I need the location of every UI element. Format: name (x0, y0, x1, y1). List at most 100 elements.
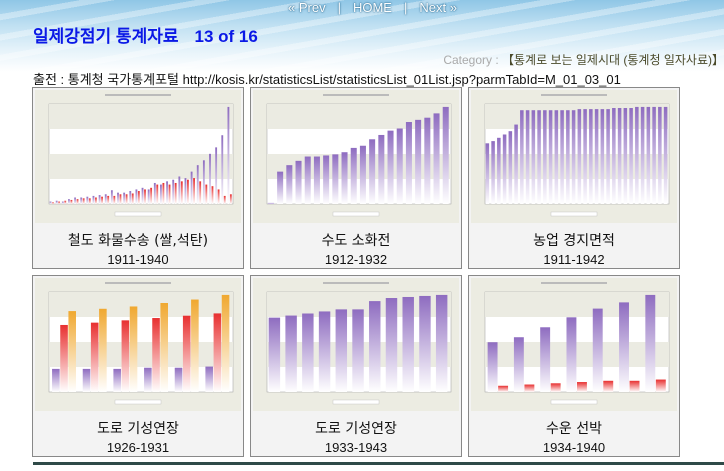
thumbnail-bar (213, 313, 222, 392)
thumbnail-bar (323, 155, 330, 204)
thumbnail-bar (182, 315, 191, 392)
thumbnail-bar (121, 320, 130, 392)
thumbnail-bar (497, 137, 501, 204)
thumbnail-bar (68, 199, 70, 204)
thumbnail-bar (80, 197, 83, 204)
thumbnail-bar (603, 380, 614, 392)
thumbnail-bar (113, 195, 116, 204)
card-title: 철도 화물수송 (쌀,석탄) (67, 233, 209, 249)
thumbnail-bar (131, 193, 134, 204)
thumbnail-bar (655, 379, 666, 392)
thumbnail-bar (205, 366, 213, 392)
thumbnail-bar (442, 106, 449, 204)
thumbnail-bar (332, 154, 339, 204)
thumbnail-bar (487, 342, 498, 392)
thumbnail-bar (209, 153, 211, 204)
next-link[interactable]: Next » (419, 0, 457, 15)
card-title: 수도 소화전 (321, 233, 391, 249)
chart-thumbnail[interactable] (35, 278, 241, 411)
thumbnail-bar (433, 113, 440, 204)
card-years: 1926-1931 (106, 440, 170, 455)
thumbnail-bar (110, 190, 113, 204)
thumbnail-bar (359, 145, 366, 204)
thumbnail-bar (101, 196, 103, 204)
chart-thumbnail[interactable] (253, 278, 459, 411)
thumbnail-bar (125, 194, 128, 204)
gallery-card[interactable]: 수도 소화전 1912-1932 (250, 87, 462, 269)
thumbnail-bar (98, 195, 101, 204)
thumbnail-bar (560, 110, 564, 204)
thumbnail-bar (629, 108, 633, 204)
gallery-card[interactable]: 도로 기성연장 1926-1931 (32, 275, 244, 457)
thumbnail-bar (277, 171, 284, 204)
thumbnail-bar (658, 106, 662, 204)
thumbnail-bar (402, 296, 414, 392)
thumbnail-bar (498, 385, 509, 392)
gallery-card[interactable]: 수운 선박 1934-1940 (468, 275, 680, 457)
gallery-card[interactable]: 철도 화물수송 (쌀,석탄) 1911-1940 (32, 87, 244, 269)
separator: | (337, 0, 341, 15)
source-line: 출전 : 통계청 국가통계포털 http://kosis.kr/statisti… (33, 72, 621, 87)
thumbnail-bar (640, 106, 645, 204)
thumbnail-bar (61, 201, 64, 204)
thumbnail-bar (304, 156, 311, 204)
thumbnail-bar (180, 181, 183, 204)
chart-thumbnail[interactable] (471, 90, 677, 223)
thumbnail-bar (187, 179, 189, 204)
separator: | (403, 0, 408, 15)
thumbnail-bar (95, 197, 97, 204)
home-link[interactable]: HOME (352, 0, 392, 15)
thumbnail-bar (623, 108, 628, 204)
card-title: 수운 선박 (546, 421, 602, 437)
thumbnail-bar (174, 367, 183, 392)
thumbnail-bar (335, 309, 348, 392)
thumbnail-bar (405, 122, 412, 204)
thumbnail-bar (191, 299, 199, 392)
thumbnail-bar (221, 294, 230, 392)
card-years: 1912-1932 (324, 252, 388, 267)
thumbnail-bar (104, 194, 107, 204)
thumbnail-bar (491, 141, 495, 204)
thumbnail-bar (514, 124, 518, 204)
thumbnail-bar (369, 139, 376, 204)
thumbnail-bar (141, 187, 144, 204)
gallery-card[interactable]: 농업 경지면적 1911-1942 (468, 87, 680, 269)
thumbnail-bar (369, 301, 381, 392)
thumbnail-bar (99, 308, 107, 392)
thumbnail-bar (285, 315, 297, 392)
thumbnail-bar (583, 109, 587, 204)
thumbnail-bar (60, 324, 68, 392)
thumbnail-bar (652, 106, 656, 204)
thumbnail-bar (196, 165, 199, 204)
card-title: 농업 경지면적 (533, 233, 615, 249)
thumbnail-bar (166, 181, 168, 204)
thumbnail-bar (205, 184, 208, 204)
thumbnail-bar (424, 117, 431, 204)
thumbnail-bar (531, 110, 536, 204)
chart-thumbnail[interactable] (471, 278, 677, 411)
thumbnail-bar (520, 110, 524, 204)
thumbnail-bar (577, 382, 587, 392)
thumbnail-bar (137, 191, 140, 204)
chart-thumbnail[interactable] (253, 90, 459, 223)
thumbnail-bar (566, 110, 570, 204)
thumbnail-bar (318, 311, 331, 392)
thumbnail-bar (577, 109, 582, 204)
chart-thumbnail[interactable] (35, 90, 241, 223)
card-years: 1911-1940 (107, 252, 169, 267)
thumbnail-bar (419, 295, 431, 392)
prev-link[interactable]: « Prev (288, 0, 326, 15)
thumbnail-bar (524, 384, 535, 392)
thumbnail-bar (525, 110, 530, 204)
thumbnail-bar (566, 317, 577, 392)
gallery-card[interactable]: 도로 기성연장 1933-1943 (250, 275, 462, 457)
thumbnail-bar (74, 197, 76, 204)
thumbnail-bar (268, 317, 281, 392)
thumbnail-bar (415, 119, 422, 204)
thumbnail-bar (396, 128, 403, 204)
thumbnail-bar (144, 367, 152, 392)
thumbnail-bar (199, 181, 202, 204)
category-link[interactable]: 【통계로 보는 일제시대 (통계청 일자사료)】 (502, 53, 724, 67)
thumbnail-bar (378, 134, 385, 204)
thumbnail-bar (144, 189, 146, 204)
